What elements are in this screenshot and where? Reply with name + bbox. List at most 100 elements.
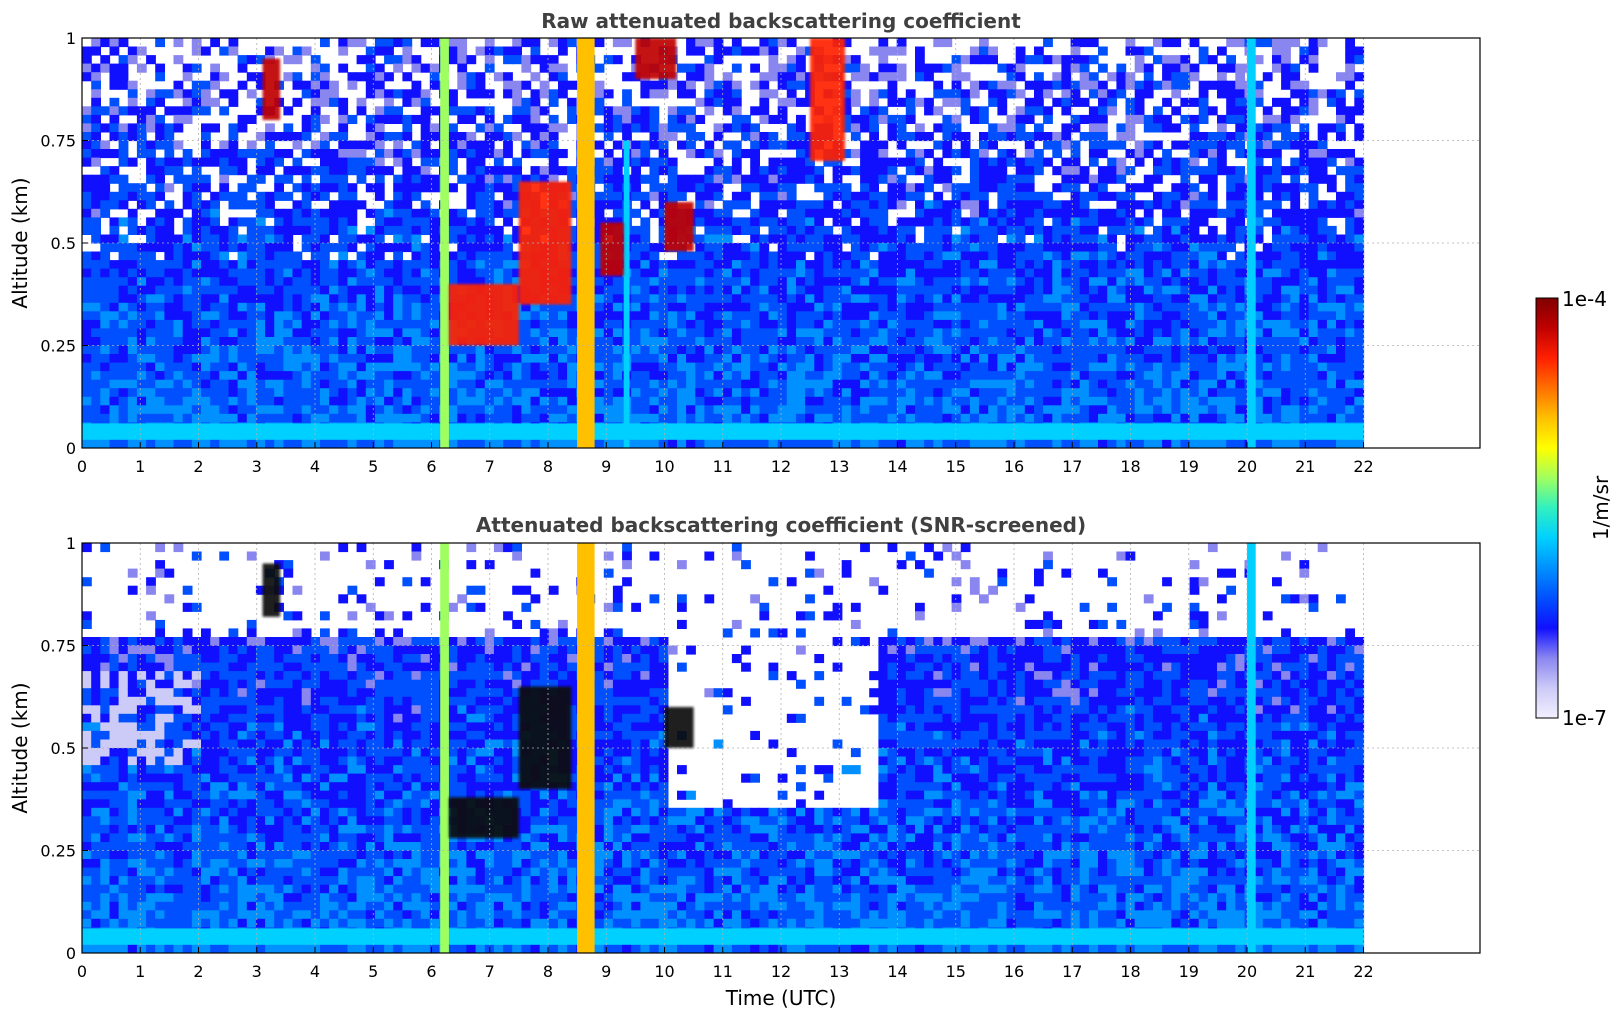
heatmap-cell (841, 63, 852, 73)
heatmap-cell (887, 371, 898, 381)
heatmap-cell (823, 285, 834, 295)
heatmap-cell (512, 345, 522, 355)
heatmap-cell (677, 319, 687, 329)
heatmap-cell (374, 388, 385, 398)
heatmap-cell (402, 302, 413, 312)
heatmap-cell (924, 234, 934, 244)
heatmap-cell (274, 243, 284, 253)
heatmap-cell (713, 225, 724, 235)
heatmap-cell (997, 388, 1008, 398)
heatmap-cell (374, 72, 385, 82)
heatmap-cell (109, 277, 120, 287)
heatmap-cell (182, 243, 193, 253)
heatmap-cell (265, 413, 275, 423)
heatmap-cell (713, 157, 724, 167)
heatmap-cell (347, 337, 358, 347)
heatmap-cell (649, 243, 660, 253)
heatmap-cell (146, 396, 156, 406)
heatmap-cell (667, 354, 678, 364)
heatmap-cell (951, 123, 962, 133)
heatmap-cell (146, 337, 156, 347)
heatmap-cell (136, 46, 147, 56)
heatmap-cell (686, 89, 696, 99)
heatmap-cell (933, 140, 944, 150)
heatmap-cell (100, 268, 111, 278)
heatmap-cell (1015, 200, 1026, 210)
heatmap-cell (695, 183, 706, 193)
heatmap-cell (869, 379, 879, 389)
heatmap-cell (631, 174, 641, 184)
heatmap-cell (347, 328, 358, 338)
heatmap-cell (741, 354, 751, 364)
heatmap-cell (841, 191, 852, 201)
heatmap-cell (969, 405, 980, 415)
heatmap-cell (1107, 217, 1117, 227)
heatmap-cell (466, 55, 477, 65)
heatmap-cell (896, 294, 907, 304)
heatmap-cell (1116, 396, 1127, 406)
heatmap-cell (850, 413, 861, 423)
heatmap-cell (1034, 345, 1044, 355)
heatmap-cell (109, 106, 120, 116)
heatmap-cell (1143, 89, 1154, 99)
heatmap-cell (951, 405, 962, 415)
heatmap-cell (1061, 405, 1072, 415)
heatmap-cell (1043, 371, 1053, 381)
heatmap-cell (988, 294, 998, 304)
heatmap-cell (118, 80, 129, 90)
heatmap-cell (841, 328, 852, 338)
heatmap-cell (713, 439, 724, 448)
heatmap-cell (759, 337, 770, 347)
heatmap-cell (1153, 311, 1163, 321)
heatmap-cell (310, 225, 321, 235)
heatmap-cell (1098, 345, 1108, 355)
heatmap-cell (1198, 132, 1209, 142)
heatmap-cell (759, 345, 770, 355)
heatmap-cell (320, 38, 330, 48)
heatmap-cell (924, 405, 934, 415)
heatmap-cell (933, 191, 944, 201)
heatmap-cell (750, 285, 760, 295)
heatmap-cell (512, 38, 522, 48)
heatmap-cell (869, 345, 879, 355)
heatmap-cell (1052, 80, 1063, 90)
heatmap-cell (429, 243, 440, 253)
heatmap-cell (997, 217, 1008, 227)
heatmap-cell (91, 217, 101, 227)
heatmap-cell (283, 217, 294, 227)
heatmap-cell (448, 439, 458, 448)
heatmap-cell (869, 97, 879, 107)
heatmap-cell (640, 371, 651, 381)
heatmap-cell (1171, 439, 1182, 448)
heatmap-cell (750, 46, 760, 56)
heatmap-cell (265, 311, 275, 321)
heatmap-cell (1153, 268, 1163, 278)
heatmap-cell (1024, 379, 1035, 389)
heatmap-cell (567, 328, 577, 338)
heatmap-cell (869, 217, 879, 227)
heatmap-cell (905, 396, 916, 406)
heatmap-cell (310, 243, 321, 253)
heatmap-cell (1153, 388, 1163, 398)
heatmap-cell (750, 123, 760, 133)
heatmap-cell (548, 140, 559, 150)
heatmap-cell (374, 106, 385, 116)
heatmap-cell (274, 149, 284, 159)
heatmap-cell (896, 191, 907, 201)
heatmap-cell (228, 243, 239, 253)
heatmap-cell (951, 354, 962, 364)
heatmap-cell (942, 234, 953, 244)
heatmap-cell (860, 72, 870, 82)
heatmap-cell (136, 413, 147, 423)
heatmap-cell (786, 439, 797, 448)
heatmap-cell (228, 379, 239, 389)
heatmap-cell (91, 234, 101, 244)
heatmap-cell (796, 371, 806, 381)
heatmap-cell (393, 89, 403, 99)
heatmap-cell (237, 311, 248, 321)
heatmap-cell (869, 311, 879, 321)
heatmap-cell (310, 149, 321, 159)
heatmap-cell (558, 354, 568, 364)
heatmap-cell (118, 132, 129, 142)
heatmap-cell (1034, 371, 1044, 381)
